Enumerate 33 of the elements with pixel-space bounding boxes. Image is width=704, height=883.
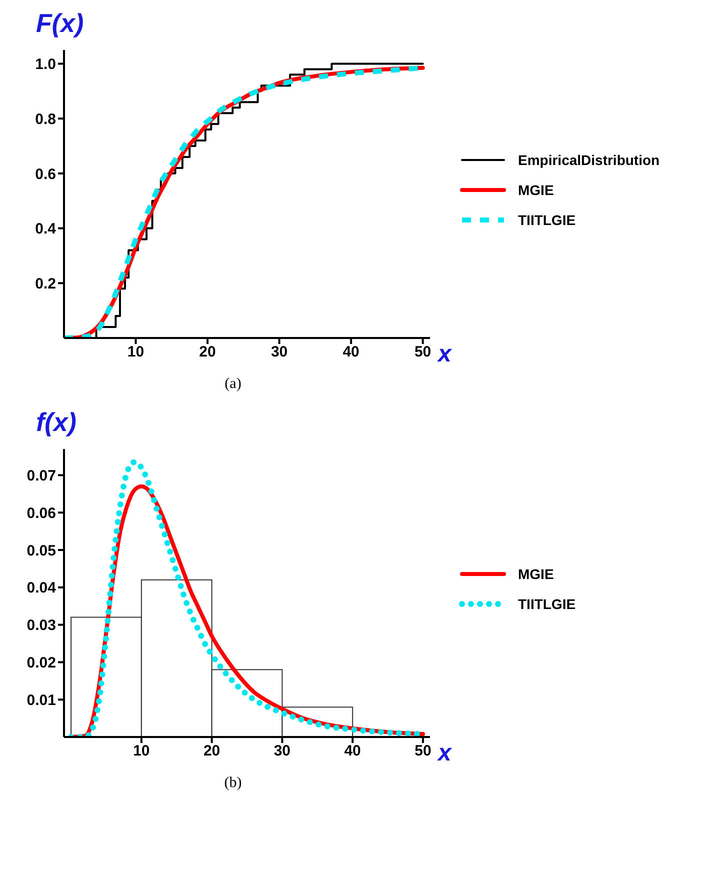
- y-tick-label: 0.04: [26, 580, 57, 597]
- y-tick-label: 0.03: [26, 617, 56, 634]
- x-tick-label: 50: [414, 344, 432, 361]
- legend-label: TIITLGIE: [518, 212, 576, 228]
- x-tick-label: 20: [203, 742, 220, 760]
- y-axis-title: f(x): [35, 407, 78, 439]
- legend-label: MGIE: [518, 566, 554, 582]
- x-tick-label: 10: [133, 742, 150, 760]
- legend-label: EmpiricalDistribution: [518, 152, 660, 168]
- x-tick-label: 50: [414, 742, 432, 760]
- y-tick-label: 1.0: [35, 56, 56, 74]
- y-tick-label: 0.2: [35, 275, 56, 292]
- x-tick-label: 30: [270, 344, 288, 361]
- x-tick-label: 30: [274, 742, 291, 760]
- x-tick-label: 40: [344, 742, 361, 760]
- y-tick-label: 0.05: [26, 542, 56, 560]
- y-tick-label: 0.02: [26, 654, 56, 672]
- y-tick-label: 0.06: [26, 504, 56, 522]
- text: (a): [224, 376, 242, 393]
- x-tick-label: 20: [199, 344, 216, 361]
- text: (b): [223, 775, 243, 792]
- y-tick-label: 0.6: [35, 166, 56, 183]
- y-tick-label: 0.4: [35, 220, 57, 238]
- x-tick-label: 40: [342, 344, 360, 361]
- legend-label: TIITLGIE: [518, 596, 576, 612]
- x-tick-label: 10: [127, 344, 144, 361]
- y-tick-label: 0.07: [26, 468, 56, 485]
- x-axis-title: x: [436, 740, 453, 767]
- y-tick-label: 0.01: [26, 692, 56, 709]
- y-axis-title: F(x): [35, 8, 85, 40]
- y-tick-label: 0.8: [35, 110, 56, 128]
- legend-label: MGIE: [518, 182, 554, 198]
- x-axis-title: x: [436, 340, 453, 368]
